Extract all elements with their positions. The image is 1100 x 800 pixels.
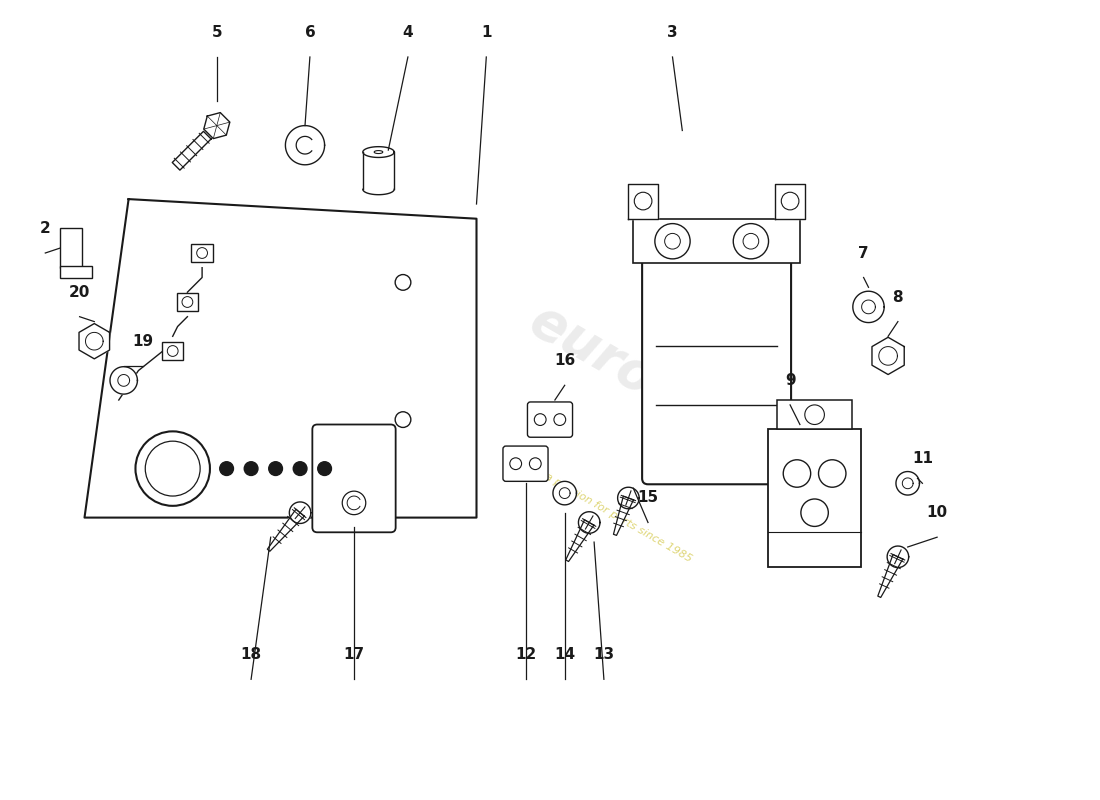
Circle shape — [535, 414, 546, 426]
Circle shape — [197, 248, 208, 258]
Text: 8: 8 — [892, 290, 903, 305]
Bar — [634, 218, 800, 262]
Bar — [191, 244, 213, 262]
Polygon shape — [565, 520, 594, 562]
Text: 14: 14 — [554, 647, 575, 662]
Text: 10: 10 — [926, 506, 948, 520]
Circle shape — [135, 431, 210, 506]
Text: 7: 7 — [858, 246, 869, 261]
FancyBboxPatch shape — [642, 257, 791, 484]
Polygon shape — [85, 199, 476, 518]
Polygon shape — [363, 152, 394, 190]
Circle shape — [220, 462, 233, 475]
Circle shape — [818, 460, 846, 487]
Circle shape — [744, 234, 759, 249]
Text: 17: 17 — [343, 647, 364, 662]
Polygon shape — [79, 323, 110, 359]
Circle shape — [182, 297, 192, 307]
Circle shape — [294, 462, 307, 475]
Text: 16: 16 — [554, 354, 575, 368]
Circle shape — [801, 499, 828, 526]
Bar — [162, 342, 184, 360]
Bar — [768, 430, 861, 566]
Circle shape — [342, 491, 366, 514]
Text: 13: 13 — [593, 647, 615, 662]
Polygon shape — [628, 184, 658, 218]
Polygon shape — [267, 510, 305, 551]
Circle shape — [654, 223, 690, 259]
Text: 2: 2 — [40, 221, 51, 236]
Text: 20: 20 — [69, 285, 90, 300]
Text: 3: 3 — [668, 25, 678, 40]
Bar — [778, 400, 851, 430]
FancyBboxPatch shape — [528, 402, 572, 438]
Circle shape — [509, 458, 521, 470]
Circle shape — [781, 192, 799, 210]
Circle shape — [395, 412, 410, 427]
Polygon shape — [878, 554, 903, 598]
Text: 6: 6 — [305, 25, 316, 40]
Circle shape — [529, 458, 541, 470]
Circle shape — [244, 462, 258, 475]
Text: 4: 4 — [403, 25, 414, 40]
Bar — [60, 229, 81, 268]
Circle shape — [664, 234, 680, 249]
Polygon shape — [289, 502, 311, 523]
Text: 9: 9 — [784, 373, 795, 388]
Circle shape — [734, 223, 769, 259]
Text: 15: 15 — [637, 490, 659, 506]
Text: 11: 11 — [912, 451, 933, 466]
Circle shape — [805, 405, 824, 425]
Polygon shape — [285, 126, 324, 165]
Text: 12: 12 — [515, 647, 536, 662]
Circle shape — [145, 441, 200, 496]
Circle shape — [167, 346, 178, 356]
Polygon shape — [852, 291, 884, 322]
Bar — [60, 266, 92, 278]
Polygon shape — [553, 482, 576, 505]
Polygon shape — [618, 487, 639, 509]
Text: eurospares: eurospares — [520, 294, 835, 506]
Polygon shape — [110, 366, 138, 394]
Circle shape — [318, 462, 331, 475]
Text: 19: 19 — [133, 334, 154, 349]
FancyBboxPatch shape — [503, 446, 548, 482]
Polygon shape — [204, 113, 230, 138]
Polygon shape — [776, 184, 805, 218]
FancyBboxPatch shape — [312, 425, 396, 532]
Polygon shape — [363, 146, 394, 158]
Polygon shape — [872, 338, 904, 374]
Polygon shape — [173, 131, 211, 170]
Circle shape — [783, 460, 811, 487]
Text: 18: 18 — [241, 647, 262, 662]
Circle shape — [635, 192, 652, 210]
Polygon shape — [579, 512, 600, 534]
Text: 5: 5 — [211, 25, 222, 40]
Polygon shape — [614, 496, 634, 535]
Bar — [177, 293, 198, 311]
Circle shape — [395, 274, 410, 290]
Circle shape — [268, 462, 283, 475]
Polygon shape — [888, 546, 909, 567]
Text: a passion for parts since 1985: a passion for parts since 1985 — [543, 471, 694, 564]
Circle shape — [554, 414, 565, 426]
Polygon shape — [896, 471, 920, 495]
Text: 1: 1 — [481, 25, 492, 40]
